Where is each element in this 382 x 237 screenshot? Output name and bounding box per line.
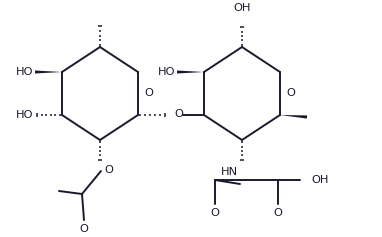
Text: O: O: [144, 88, 153, 98]
Text: O: O: [286, 88, 295, 98]
Polygon shape: [177, 70, 204, 73]
Text: OH: OH: [233, 3, 251, 13]
Text: O: O: [174, 109, 183, 119]
Text: O: O: [104, 165, 113, 175]
Text: O: O: [274, 208, 282, 218]
Text: O: O: [79, 224, 89, 234]
Text: HO: HO: [157, 67, 175, 77]
Text: O: O: [210, 208, 219, 218]
Text: OH: OH: [311, 175, 329, 185]
Polygon shape: [35, 70, 62, 73]
Text: HO: HO: [16, 67, 33, 77]
Text: HO: HO: [16, 110, 33, 120]
Text: HN: HN: [221, 167, 238, 177]
Polygon shape: [280, 115, 307, 118]
